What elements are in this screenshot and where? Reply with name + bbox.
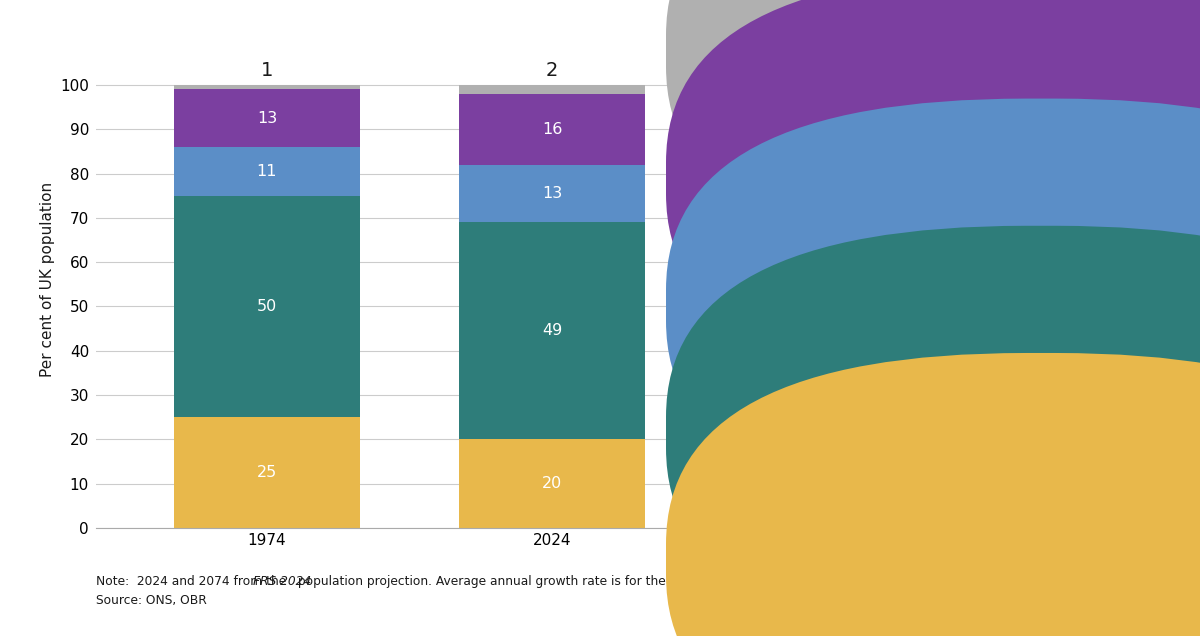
Text: 16: 16 — [542, 121, 562, 137]
Bar — [460, 222, 644, 439]
Text: 50: 50 — [257, 299, 277, 314]
Text: 13: 13 — [257, 111, 277, 126]
Text: (Average annual growth rates
between 2024 and 2074, per cent): (Average annual growth rates between 202… — [726, 24, 959, 54]
Bar — [460, 85, 644, 94]
Text: 16-54: 16-54 — [1062, 425, 1106, 440]
Bar — [460, 439, 644, 528]
Text: 2: 2 — [546, 60, 558, 80]
Text: 55-64: 55-64 — [1062, 298, 1106, 313]
Text: population projection. Average annual growth rate is for the share of the popula: population projection. Average annual gr… — [294, 576, 817, 588]
Bar — [744, 209, 930, 262]
Text: 0-15: 0-15 — [1062, 552, 1097, 567]
Bar — [744, 262, 930, 462]
Bar — [744, 462, 930, 528]
Text: 6  (1.8): 6 (1.8) — [808, 95, 866, 110]
Bar — [744, 90, 930, 116]
Text: 11: 11 — [257, 164, 277, 179]
Bar — [174, 90, 360, 147]
Bar — [460, 165, 644, 222]
Y-axis label: Per cent of UK population: Per cent of UK population — [40, 183, 55, 377]
Text: 49: 49 — [542, 323, 562, 338]
Bar — [174, 147, 360, 196]
Text: Source: ONS, OBR: Source: ONS, OBR — [96, 595, 206, 607]
Text: FRS 2024: FRS 2024 — [253, 576, 311, 588]
Text: 12  (0.0): 12 (0.0) — [803, 228, 871, 243]
Text: 21  (0.5): 21 (0.5) — [803, 155, 871, 170]
Text: 45  (-0.2): 45 (-0.2) — [800, 354, 874, 370]
Bar — [174, 85, 360, 90]
Text: 25: 25 — [257, 465, 277, 480]
Text: 85+: 85+ — [1062, 43, 1094, 59]
Text: Note:  2024 and 2074 from the: Note: 2024 and 2074 from the — [96, 576, 290, 588]
Bar — [460, 94, 644, 165]
Text: 1: 1 — [260, 60, 274, 80]
Bar — [174, 417, 360, 528]
Text: 65-84: 65-84 — [1062, 170, 1106, 186]
Text: 20: 20 — [542, 476, 562, 491]
Text: 13: 13 — [542, 186, 562, 201]
Text: 15  (-0.6): 15 (-0.6) — [800, 487, 874, 502]
Bar — [744, 116, 930, 209]
Bar — [174, 196, 360, 417]
